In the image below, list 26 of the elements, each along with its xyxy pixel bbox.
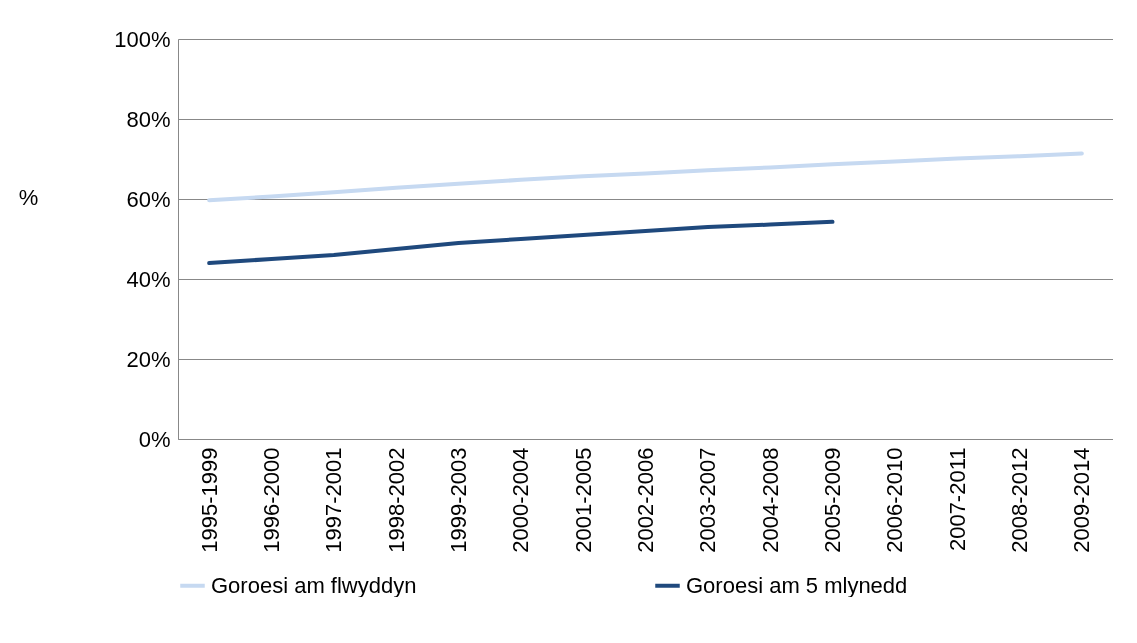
legend-label: Goroesi am flwyddyn (211, 572, 417, 598)
legend-label: Goroesi am 5 mlynedd (686, 572, 908, 598)
x-tick-label: 1996-2000 (259, 447, 284, 553)
line-series (207, 151, 1084, 203)
x-tick-label: 1997-2001 (321, 447, 347, 553)
y-tick-label: 0% (138, 426, 171, 452)
x-tick-label: 2001-2005 (570, 447, 596, 553)
y-tick-label: 40% (126, 266, 171, 292)
x-tick-label: 2006-2010 (882, 447, 908, 553)
x-tick-label: 1995-1999 (196, 447, 222, 553)
x-tick-label: 2004-2008 (757, 447, 783, 553)
x-tick-label: 1999-2003 (446, 447, 471, 553)
x-tick-label: 2007-2011 (944, 447, 970, 552)
x-tick-label: 2008-2012 (1007, 447, 1032, 553)
x-tick-label: 2002-2006 (633, 447, 658, 553)
y-tick-label: 100% (114, 26, 171, 52)
x-tick-label: 2003-2007 (695, 447, 721, 553)
x-tick-label: 2005-2009 (820, 447, 845, 553)
x-tick-label: 2009-2014 (1069, 447, 1095, 553)
line-series (207, 219, 835, 265)
y-tick-label: 60% (126, 186, 171, 212)
y-tick-label: 20% (126, 346, 171, 372)
y-tick-label: 80% (126, 106, 171, 132)
x-tick-label: 2000-2004 (508, 447, 534, 553)
y-axis-title: % (18, 184, 39, 210)
x-tick-label: 1998-2002 (383, 447, 409, 553)
